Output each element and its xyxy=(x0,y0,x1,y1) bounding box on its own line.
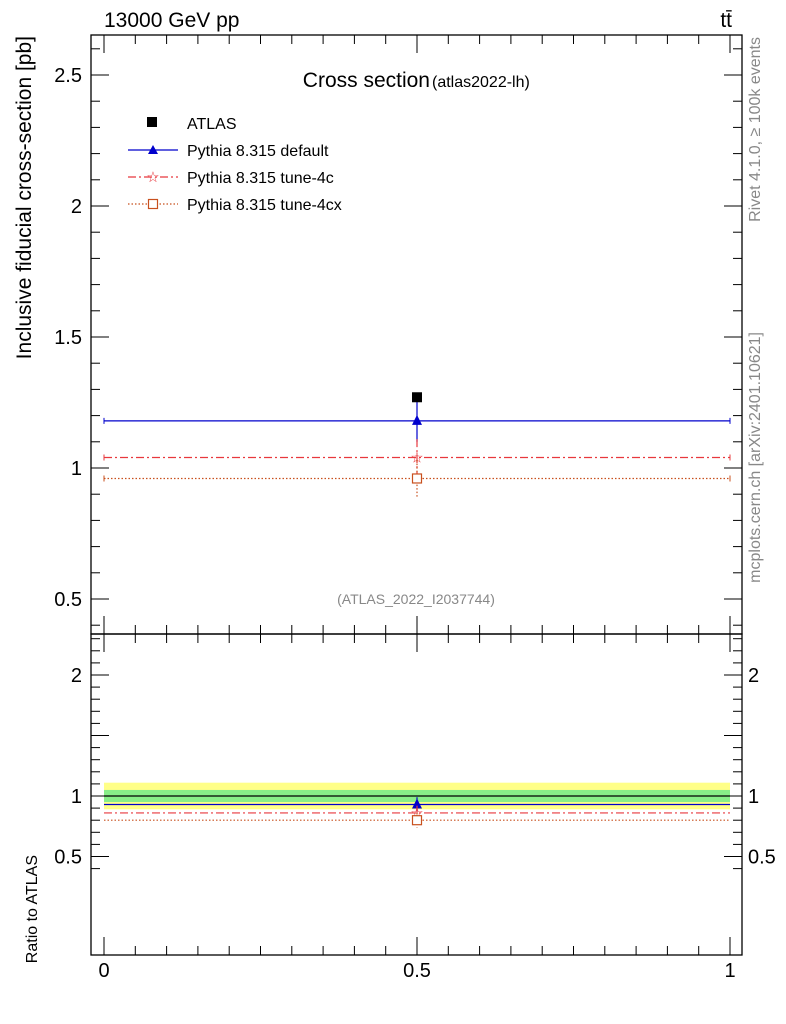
analysis-id: (ATLAS_2022_I2037744) xyxy=(337,591,495,607)
legend-label-atlas: ATLAS xyxy=(187,116,237,133)
legend-marker-tune4c: ☆ xyxy=(146,168,159,186)
chart-subtitle: (atlas2022-lh) xyxy=(432,74,530,91)
series-marker-1: ☆ xyxy=(410,449,423,467)
rivet-label: Rivet 4.1.0, ≥ 100k events xyxy=(747,37,764,222)
ratio-y-tick-label: 1 xyxy=(71,786,82,808)
legend-marker-tune4cx xyxy=(147,198,159,210)
y-tick-label: 1.5 xyxy=(54,327,82,349)
ratio-y-axis-title: Ratio to ATLAS xyxy=(24,855,41,963)
data-point-atlas xyxy=(412,392,422,403)
chart-title: Cross section xyxy=(303,69,430,92)
main-panel-content: ☆ xyxy=(103,392,731,497)
legend-label-default: Pythia 8.315 default xyxy=(187,143,329,160)
legend-label-tune4cx: Pythia 8.315 tune-4cx xyxy=(187,197,342,214)
legend-label-tune4c: Pythia 8.315 tune-4c xyxy=(187,170,334,187)
ratio-panel-content: ☆ xyxy=(104,782,730,828)
ratio-y-tick-label: 0.5 xyxy=(54,847,82,869)
mcplots-label: mcplots.cern.ch [arXiv:2401.10621] xyxy=(747,332,764,583)
legend-marker-default xyxy=(148,145,158,154)
series-marker-2 xyxy=(411,473,423,484)
ratio-y-tick-label: 2 xyxy=(71,665,82,687)
legend: ATLAS Pythia 8.315 default ☆ Pythia 8.31… xyxy=(128,116,342,214)
series-marker-0 xyxy=(412,414,422,425)
x-tick-label: 1 xyxy=(724,960,735,982)
x-tick-label: 0.5 xyxy=(403,960,431,982)
ratio-y-tick-label-right: 2 xyxy=(748,665,759,687)
ratio-series-marker-2 xyxy=(411,815,423,826)
ratio-y-tick-label-right: 1 xyxy=(748,786,759,808)
axes: 0.5 1 1.5 2 2.5 0.5 0.5 1 1 2 2 0 0.5 1 xyxy=(54,34,776,982)
x-tick-label: 0 xyxy=(98,960,109,982)
ratio-y-tick-label-right: 0.5 xyxy=(748,847,776,869)
ratio-series-marker-0 xyxy=(412,798,422,809)
y-tick-label: 2.5 xyxy=(54,65,82,87)
y-axis-title: Inclusive fiducial cross-section [pb] xyxy=(13,36,36,359)
y-tick-label: 1 xyxy=(71,458,82,480)
y-tick-label: 0.5 xyxy=(54,589,82,611)
y-tick-label: 2 xyxy=(71,196,82,218)
legend-marker-atlas xyxy=(147,117,157,127)
process-label: tt̄ xyxy=(720,9,732,32)
energy-label: 13000 GeV pp xyxy=(104,9,239,32)
